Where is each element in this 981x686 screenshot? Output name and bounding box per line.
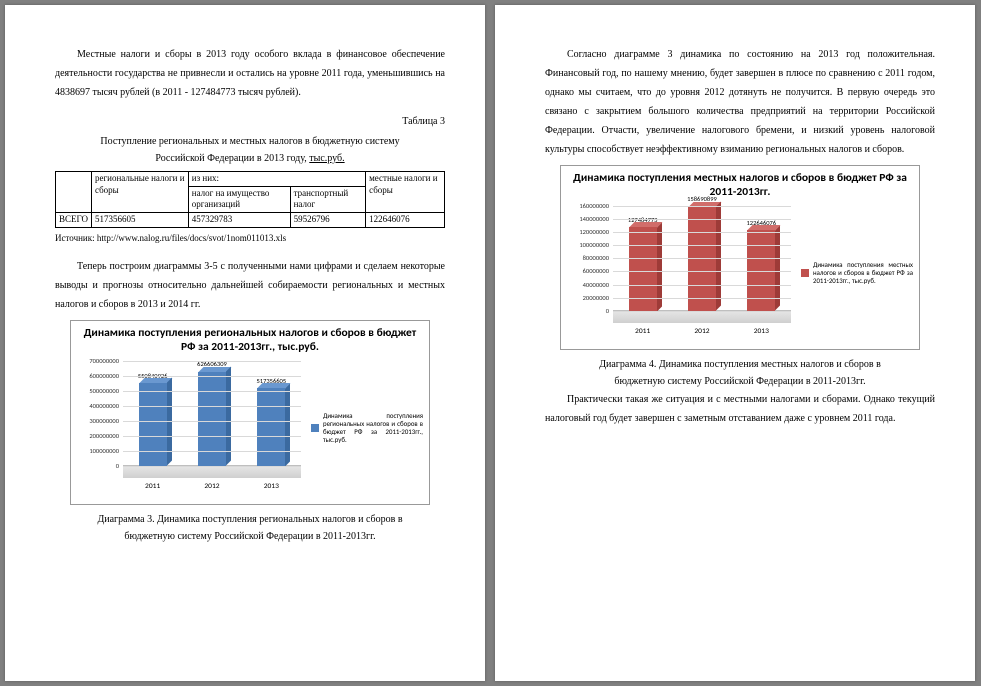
chart-1-caption-l1: Диаграмма 3. Динамика поступления регион… <box>97 514 402 525</box>
x-label: 2013 <box>264 480 279 496</box>
chart-2-legend-text: Динамика поступления местных налогов и с… <box>813 261 913 285</box>
chart-2: Динамика поступления местных налогов и с… <box>560 165 920 350</box>
chart-1-caption: Диаграмма 3. Динамика поступления регион… <box>55 511 445 545</box>
row-total-label: ВСЕГО <box>56 213 92 228</box>
source-line: Источник: http://www.nalog.ru/files/docs… <box>55 230 445 247</box>
chart-2-legend: Динамика поступления местных налогов и с… <box>795 206 915 341</box>
cell-v4: 122646076 <box>366 213 445 228</box>
table-caption: Поступление региональных и местных налог… <box>55 133 445 167</box>
th-regional: региональные налоги и сборы <box>91 172 188 213</box>
chart-2-caption: Диаграмма 4. Динамика поступления местны… <box>545 356 935 390</box>
para-4: Практически такая же ситуация и с местны… <box>545 390 935 428</box>
chart-1-legend-text: Динамика поступления региональных налого… <box>323 412 423 445</box>
chart-1-plot: 0100000000200000000300000000400000000500… <box>75 361 305 496</box>
chart-1: Динамика поступления региональных налого… <box>70 320 430 505</box>
para-3: Согласно диаграмме 3 динамика по состоян… <box>545 45 935 159</box>
table-caption-line1: Поступление региональных и местных налог… <box>100 136 399 147</box>
para-1: Местные налоги и сборы в 2013 году особо… <box>55 45 445 102</box>
chart-2-caption-l1: Диаграмма 4. Динамика поступления местны… <box>599 359 881 370</box>
x-label: 2011 <box>145 480 160 496</box>
x-label: 2013 <box>754 325 769 341</box>
cell-v1: 517356605 <box>91 213 188 228</box>
data-table: региональные налоги и сборы из них: мест… <box>55 171 445 228</box>
chart-1-legend: Динамика поступления региональных налого… <box>305 361 425 496</box>
cell-v2: 457329783 <box>188 213 290 228</box>
table-label: Таблица 3 <box>55 112 445 131</box>
chart-2-plot: 0200000004000000060000000800000001000000… <box>565 206 795 341</box>
x-label: 2012 <box>694 325 709 341</box>
chart-2-title: Динамика поступления местных налогов и с… <box>561 166 919 202</box>
table-caption-line2b: тыс.руб. <box>309 153 344 164</box>
th-ofwhich: из них: <box>188 172 365 187</box>
th-property-tax: налог на имущество организаций <box>188 186 290 212</box>
chart-1-caption-l2: бюджетную систему Российской Федерации в… <box>124 531 375 542</box>
x-label: 2012 <box>204 480 219 496</box>
chart-2-caption-l2: бюджетную систему Российской Федерации в… <box>614 376 865 387</box>
para-2: Теперь построим диаграммы 3-5 с полученн… <box>55 257 445 314</box>
th-transport-tax: транспортный налог <box>290 186 366 212</box>
page-2: Согласно диаграмме 3 динамика по состоян… <box>495 5 975 681</box>
x-label: 2011 <box>635 325 650 341</box>
th-local: местные налоги и сборы <box>366 172 445 213</box>
bar <box>257 388 285 466</box>
table-caption-line2a: Российской Федерации в 2013 году, <box>155 153 309 164</box>
bar <box>139 383 167 466</box>
cell-v3: 59526796 <box>290 213 366 228</box>
chart-1-title: Динамика поступления региональных налого… <box>71 321 429 357</box>
page-1: Местные налоги и сборы в 2013 году особо… <box>5 5 485 681</box>
